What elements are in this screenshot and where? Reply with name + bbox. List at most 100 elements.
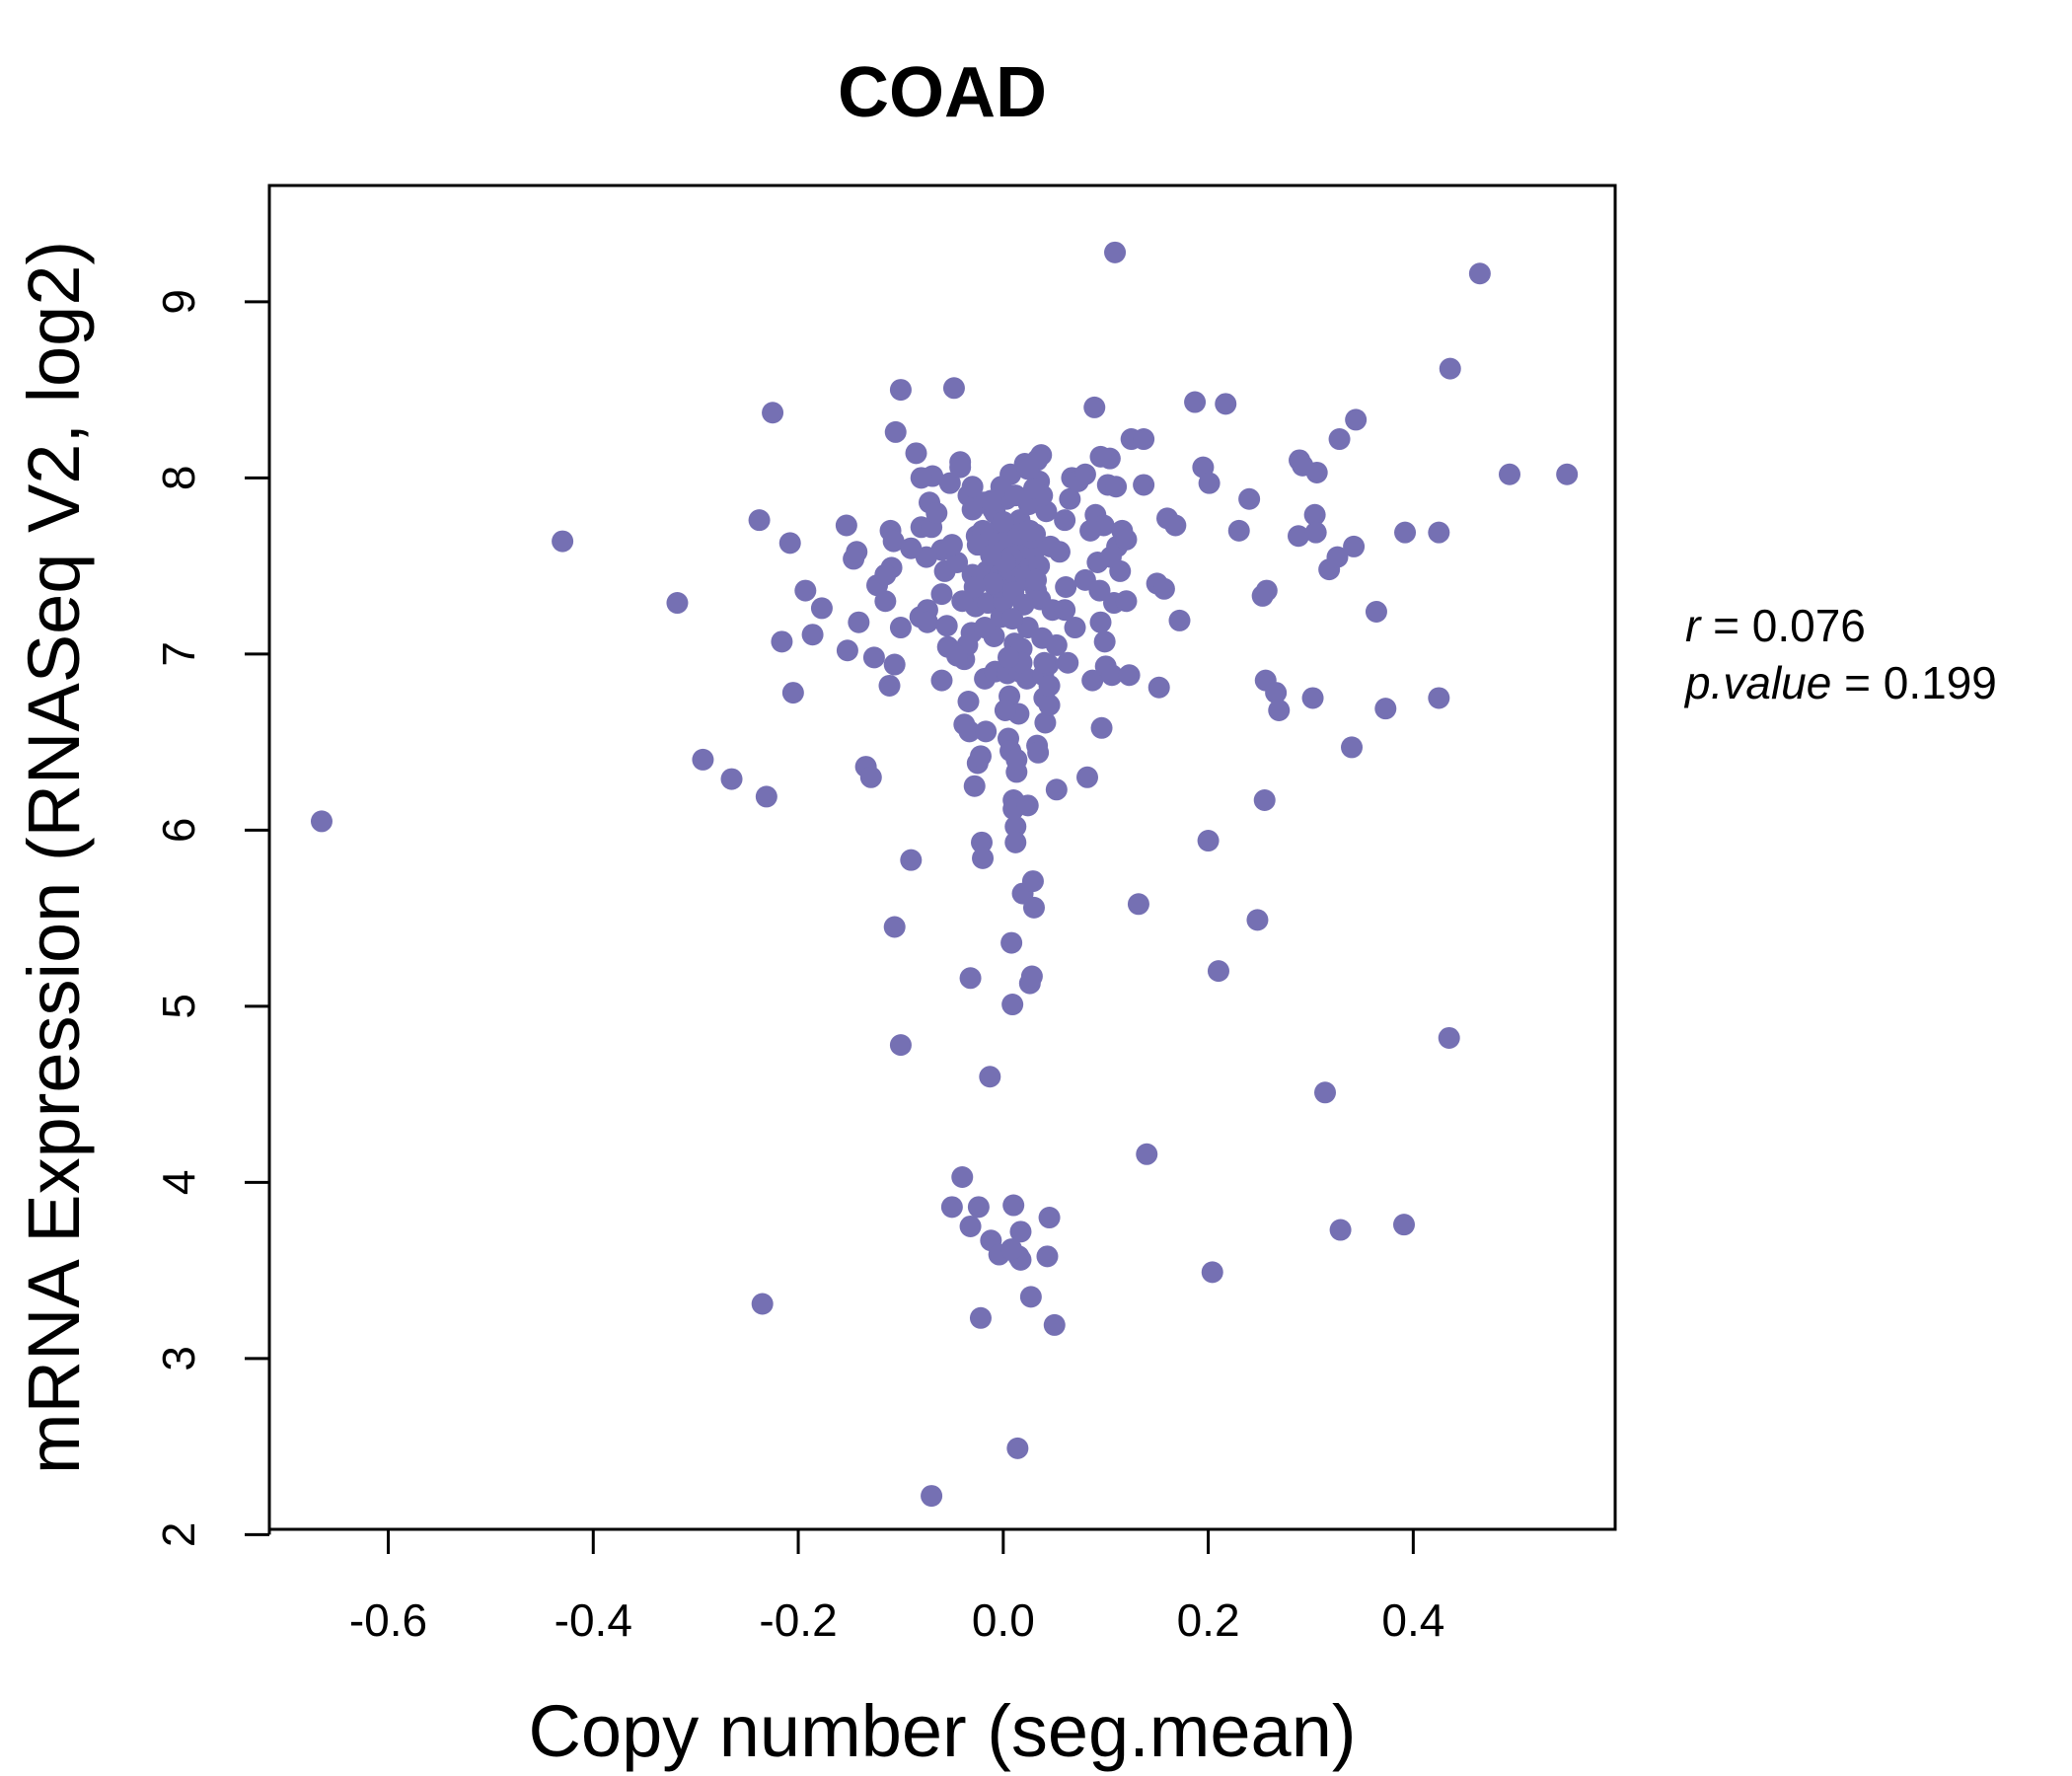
data-point: [1255, 579, 1278, 602]
data-point: [801, 624, 824, 646]
data-point: [1045, 633, 1068, 656]
data-point: [1020, 965, 1043, 988]
data-point: [1089, 611, 1112, 633]
data-point: [878, 674, 901, 697]
data-point: [1365, 600, 1387, 623]
x-tick-label: 0.2: [1177, 1594, 1240, 1646]
data-point: [1438, 1026, 1460, 1049]
data-point: [1329, 1219, 1352, 1241]
data-point: [905, 442, 927, 465]
y-tick-label: 5: [153, 994, 204, 1019]
p-equals: =: [1831, 657, 1883, 708]
x-tick-label: -0.2: [759, 1594, 837, 1646]
data-point: [1000, 931, 1023, 954]
data-point: [1054, 599, 1076, 622]
data-point: [846, 541, 868, 563]
data-point: [1100, 664, 1123, 687]
data-point: [778, 532, 801, 555]
data-point: [1025, 568, 1048, 591]
data-point: [1253, 788, 1276, 811]
p-value: 0.199: [1884, 657, 1997, 708]
data-point: [946, 552, 969, 574]
data-point: [1059, 487, 1081, 510]
data-point: [1036, 1245, 1059, 1268]
data-point: [1018, 519, 1041, 542]
correlation-stats: r = 0.076 p.value = 0.199: [1683, 600, 1997, 708]
data-point: [1345, 408, 1368, 431]
p-label: p.value: [1683, 657, 1831, 708]
data-point: [1207, 960, 1229, 983]
data-point: [835, 514, 857, 537]
data-point: [953, 713, 976, 736]
data-point: [1133, 474, 1155, 496]
data-point: [972, 847, 995, 869]
data-point: [883, 653, 906, 676]
data-point: [942, 377, 965, 400]
chart-title: COAD: [838, 53, 1047, 132]
data-point: [1304, 521, 1327, 544]
data-point: [1238, 487, 1261, 510]
data-point: [1104, 241, 1127, 263]
data-point: [883, 916, 906, 938]
data-point: [859, 766, 882, 788]
y-tick-label: 6: [153, 818, 204, 844]
y-tick-label: 7: [153, 641, 204, 667]
data-point: [1392, 1214, 1415, 1236]
data-point: [959, 1215, 982, 1237]
data-point: [1326, 546, 1349, 568]
x-tick-label: -0.6: [349, 1594, 427, 1646]
data-point: [1136, 1143, 1158, 1165]
data-point: [1016, 458, 1039, 481]
data-point: [992, 510, 1014, 533]
data-point: [1033, 651, 1056, 674]
p-statistic: p.value = 0.199: [1683, 657, 1997, 708]
data-point: [969, 1306, 992, 1329]
data-point: [1090, 716, 1113, 739]
data-point: [1043, 1313, 1066, 1336]
data-point: [794, 579, 817, 602]
data-point: [1164, 514, 1187, 537]
data-point: [910, 467, 932, 489]
data-point: [1468, 262, 1491, 285]
y-tick-label: 9: [153, 289, 204, 315]
data-point: [1073, 463, 1096, 485]
data-point: [1246, 909, 1269, 931]
data-point: [862, 646, 885, 669]
y-tick-label: 4: [153, 1170, 204, 1196]
data-point: [1115, 528, 1138, 551]
data-point: [1079, 519, 1102, 542]
data-point: [1054, 509, 1076, 532]
data-point: [1133, 428, 1155, 451]
x-tick-label: 0.0: [972, 1594, 1035, 1646]
data-point: [1006, 1437, 1029, 1459]
data-point: [1099, 546, 1122, 568]
r-label: r: [1685, 600, 1702, 651]
x-axis: -0.6 -0.4 -0.2 0.0 0.2 0.4: [349, 1527, 1444, 1646]
data-point: [1048, 541, 1071, 563]
data-point: [1089, 445, 1112, 468]
data-point: [1152, 577, 1175, 600]
data-point: [1001, 608, 1024, 630]
y-tick-label: 8: [153, 466, 204, 491]
data-point: [1198, 472, 1221, 494]
plot-frame: [267, 184, 1617, 1531]
data-point: [1021, 870, 1044, 893]
data-point: [963, 775, 986, 797]
data-point: [921, 1485, 943, 1508]
data-point: [938, 472, 961, 494]
data-point: [889, 379, 912, 402]
data-point: [1115, 590, 1138, 613]
data-point: [1057, 651, 1079, 674]
data-point: [963, 575, 986, 598]
data-point: [946, 644, 969, 667]
data-point: [1034, 711, 1057, 734]
data-point: [1027, 741, 1050, 764]
data-point: [1004, 484, 1027, 507]
data-point: [980, 544, 1002, 566]
data-point: [1022, 896, 1045, 919]
data-point: [1075, 766, 1098, 788]
data-point: [951, 1165, 974, 1188]
data-point: [1556, 463, 1579, 485]
data-point: [1081, 669, 1104, 692]
